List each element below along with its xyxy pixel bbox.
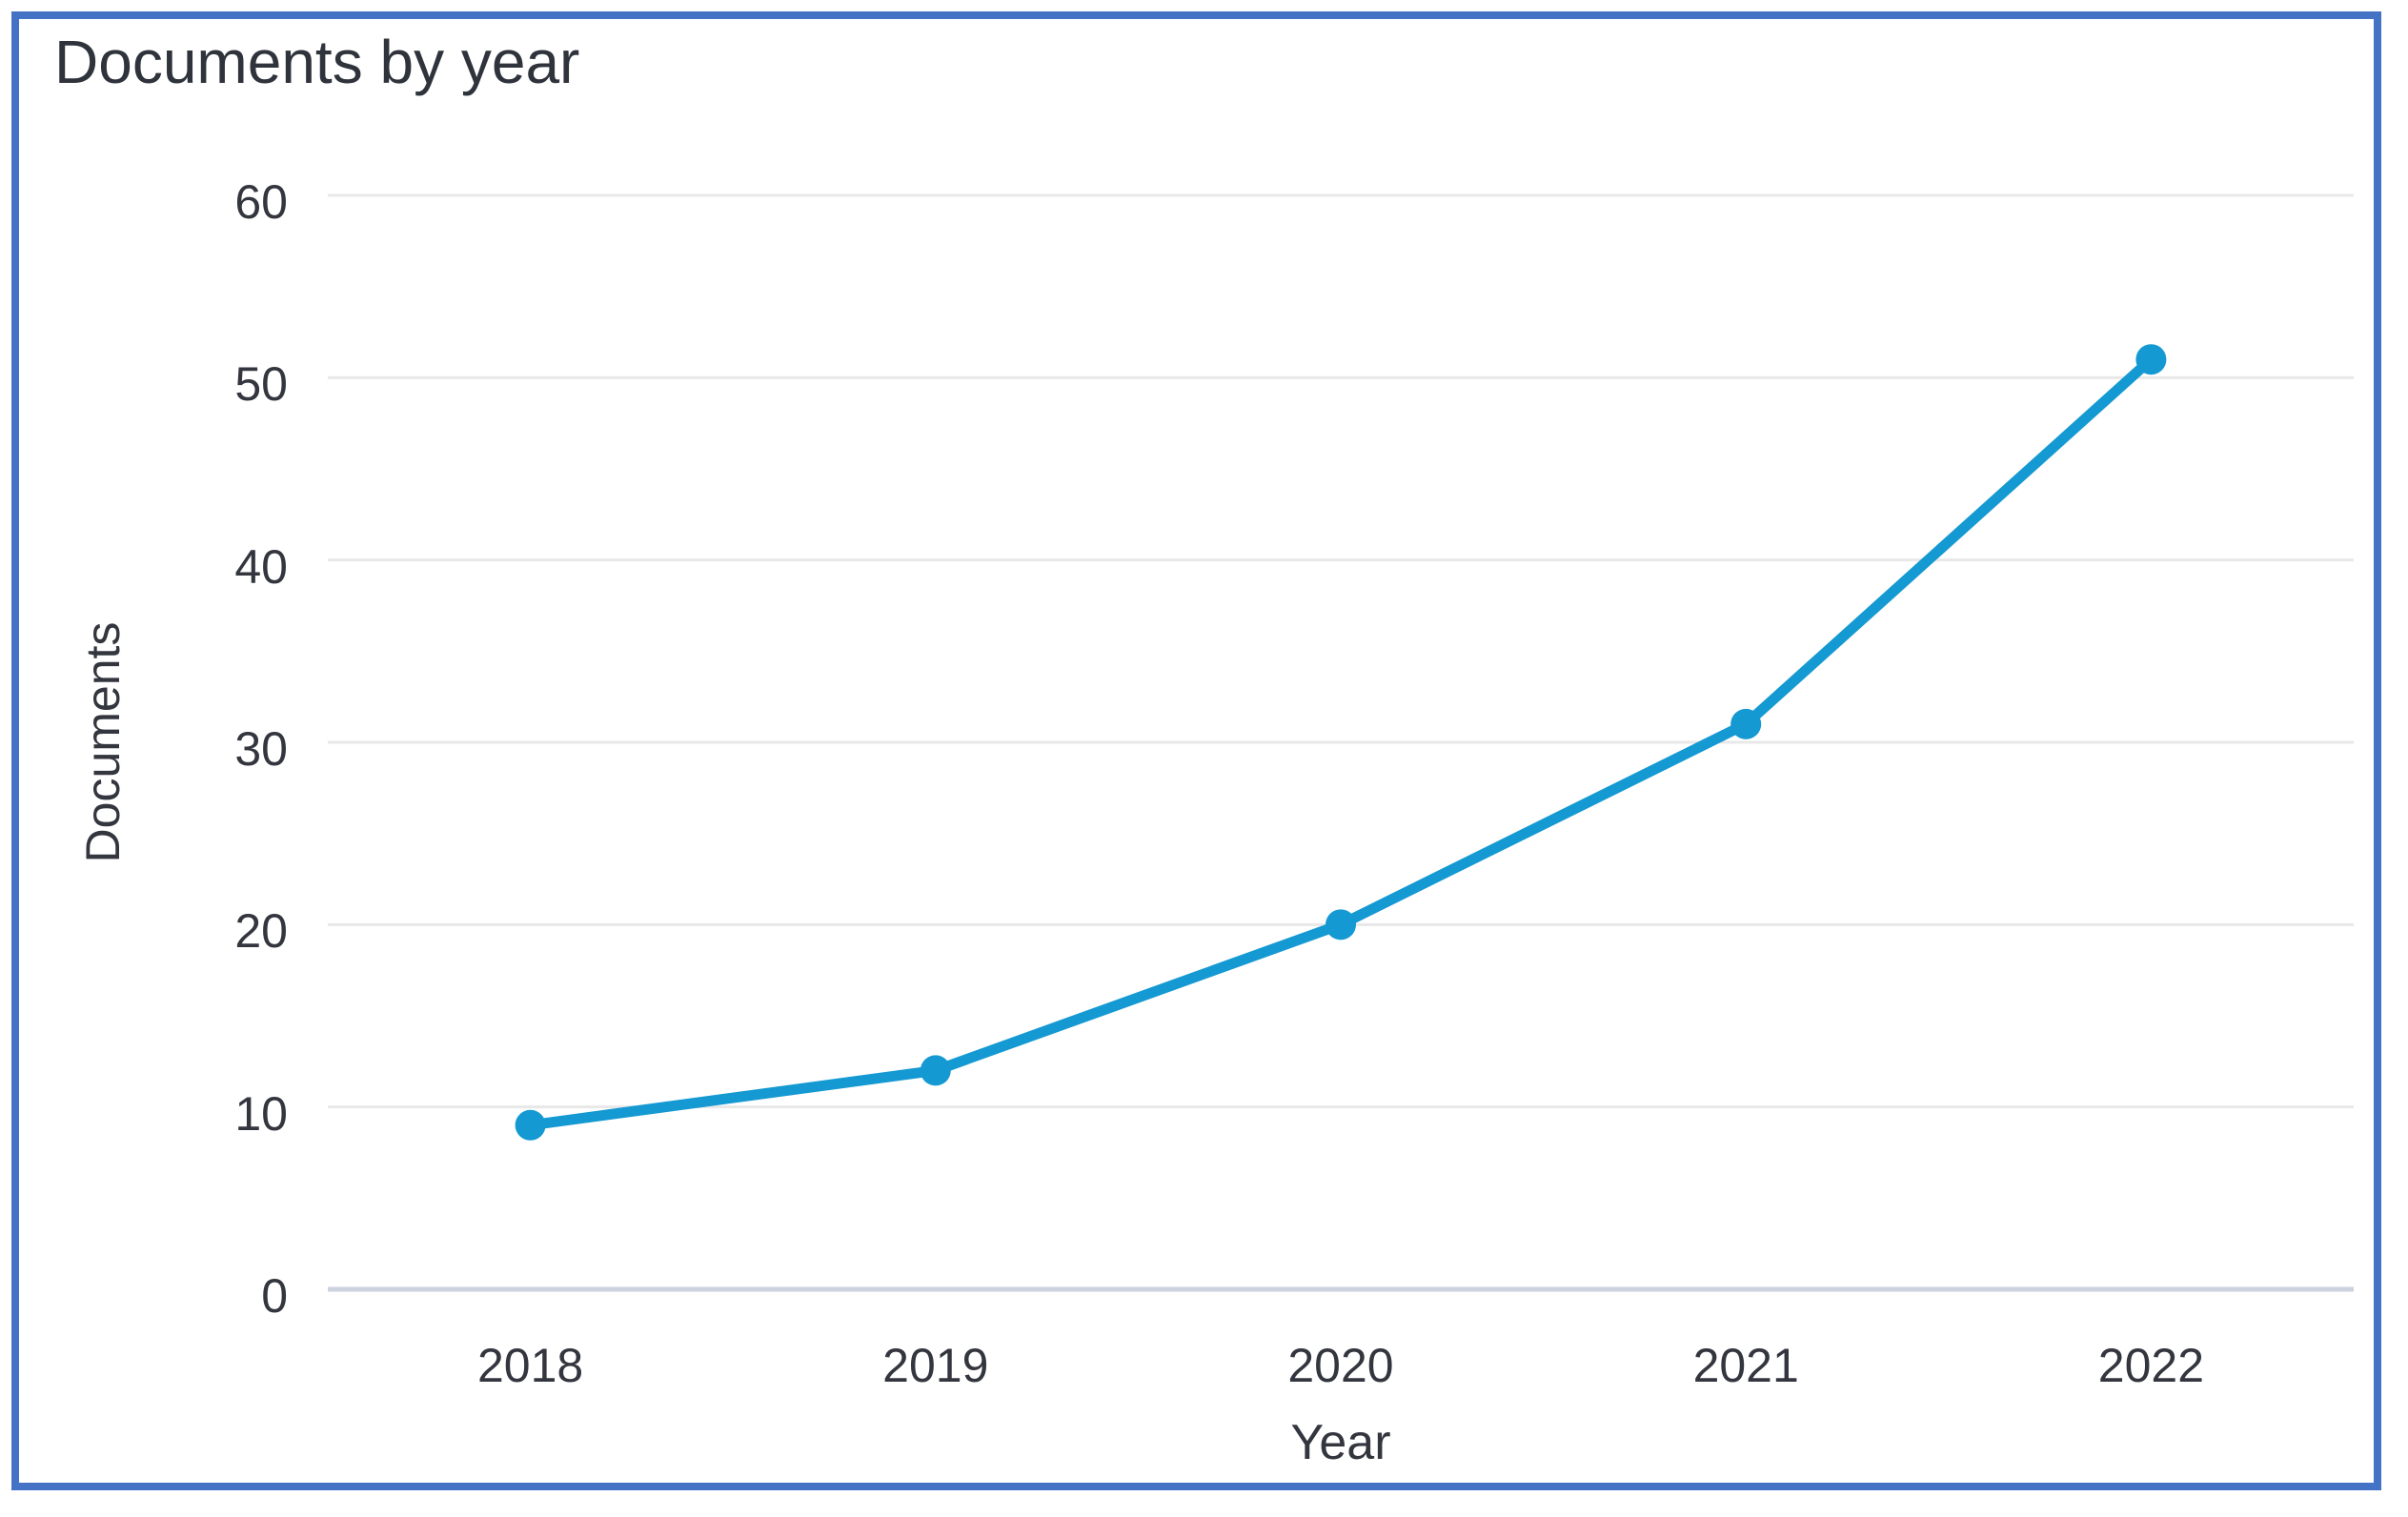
- y-tick-label: 10: [234, 1086, 288, 1141]
- x-tick-label: 2018: [476, 1339, 584, 1392]
- y-tick-label: 40: [234, 539, 288, 594]
- x-axis-title: Year: [1290, 1415, 1391, 1470]
- y-tick-label: 60: [234, 175, 288, 229]
- y-tick-label: 50: [234, 357, 288, 412]
- x-tick-label: 2022: [2097, 1339, 2204, 1392]
- y-tick-label: 0: [261, 1269, 288, 1323]
- data-point-marker-2020: [1325, 909, 1356, 941]
- data-point-marker-2018: [515, 1109, 546, 1141]
- chart-title: Documents by year: [54, 28, 580, 96]
- x-tick-label: 2021: [1692, 1339, 1799, 1392]
- data-point-marker-2019: [920, 1055, 951, 1086]
- y-tick-label: 30: [234, 722, 288, 776]
- chart-frame: [11, 11, 2381, 1490]
- data-point-marker-2022: [2135, 344, 2167, 375]
- x-tick-label: 2019: [882, 1339, 989, 1392]
- x-tick-label: 2020: [1287, 1339, 1394, 1392]
- y-tick-label: 20: [234, 904, 288, 959]
- data-point-marker-2021: [1730, 708, 1762, 739]
